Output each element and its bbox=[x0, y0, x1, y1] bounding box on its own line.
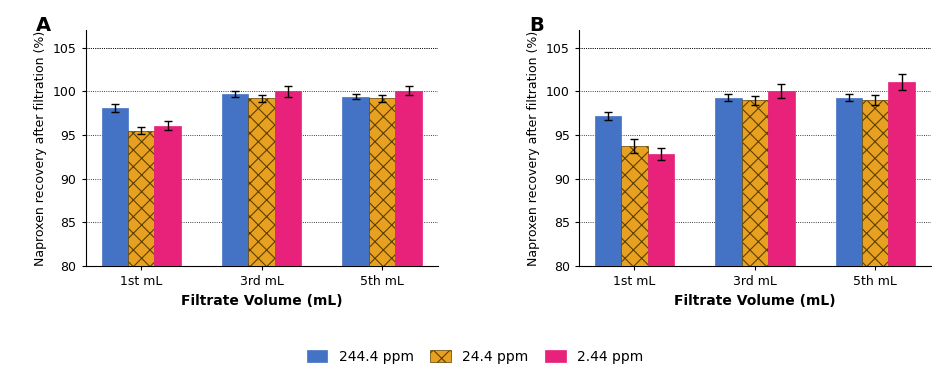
Bar bbox=[621, 146, 648, 266]
Y-axis label: Naproxen recovery after filtration (%): Naproxen recovery after filtration (%) bbox=[527, 30, 541, 266]
Y-axis label: Naproxen recovery after filtration (%): Naproxen recovery after filtration (%) bbox=[34, 30, 48, 266]
Bar bbox=[342, 97, 369, 266]
Bar bbox=[835, 98, 862, 266]
Bar bbox=[742, 100, 769, 266]
Bar bbox=[888, 82, 915, 266]
Bar bbox=[769, 90, 794, 266]
Bar bbox=[155, 125, 181, 266]
Bar bbox=[595, 116, 621, 266]
Bar bbox=[222, 94, 248, 266]
Bar bbox=[248, 98, 275, 266]
Bar bbox=[715, 98, 742, 266]
Legend: 244.4 ppm, 24.4 ppm, 2.44 ppm: 244.4 ppm, 24.4 ppm, 2.44 ppm bbox=[301, 344, 649, 369]
Bar bbox=[275, 92, 301, 266]
Text: B: B bbox=[529, 16, 544, 35]
Bar bbox=[395, 90, 422, 266]
Bar bbox=[862, 100, 888, 266]
X-axis label: Filtrate Volume (mL): Filtrate Volume (mL) bbox=[674, 294, 836, 307]
Bar bbox=[369, 98, 395, 266]
X-axis label: Filtrate Volume (mL): Filtrate Volume (mL) bbox=[180, 294, 342, 307]
Bar bbox=[128, 131, 155, 266]
Text: A: A bbox=[36, 16, 51, 35]
Bar bbox=[648, 154, 674, 266]
Bar bbox=[102, 108, 128, 266]
